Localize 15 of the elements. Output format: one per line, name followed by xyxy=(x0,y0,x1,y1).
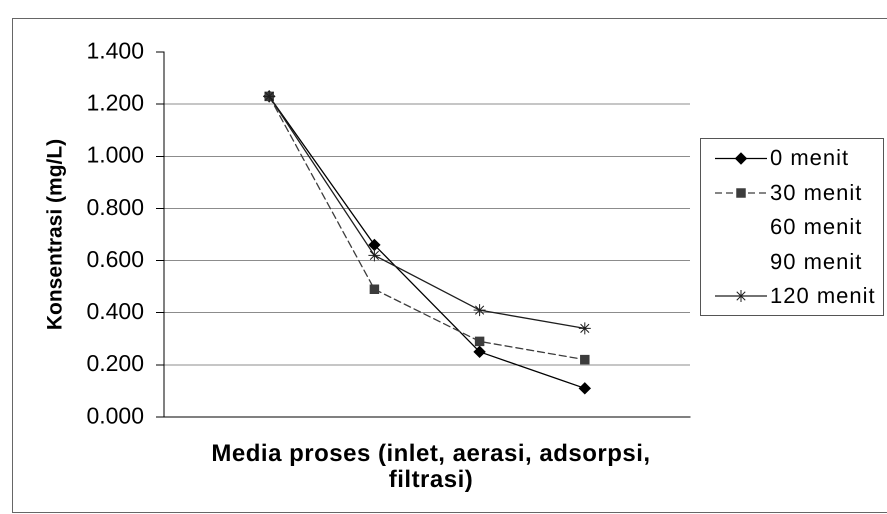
y-tick-label: 0.000 xyxy=(86,402,144,428)
y-axis-title: Konsentrasi (mg/L) xyxy=(43,138,66,330)
y-tick-label: 1.000 xyxy=(86,142,144,168)
text: 90 menit xyxy=(770,248,862,274)
y-tick-label: 1.400 xyxy=(86,37,144,64)
y-tick-label: 0.400 xyxy=(86,298,144,324)
legend-label: 0 menit xyxy=(770,145,850,171)
y-tick-label: 1.200 xyxy=(86,89,144,116)
legend-label: 30 menit xyxy=(770,180,862,206)
legend-label: 120 menit xyxy=(770,283,876,309)
x-axis-title: Media proses (inlet, aerasi, adsorpsi, filtrasi) xyxy=(210,440,652,493)
text: 60 menit xyxy=(770,214,862,240)
y-tick-label: 0.200 xyxy=(86,350,144,376)
y-tick-label: 0.600 xyxy=(86,246,144,272)
y-tick-label: 0.800 xyxy=(86,194,144,220)
